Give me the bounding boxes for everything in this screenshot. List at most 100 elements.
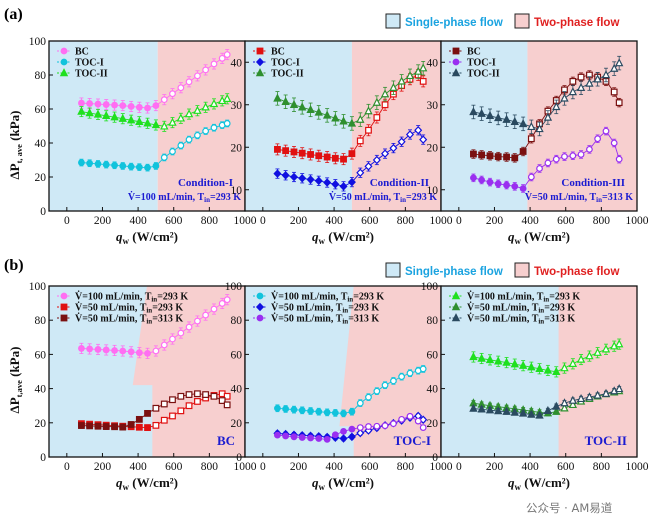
data-point <box>193 105 202 114</box>
flow-legend-a: Single-phase flow Two-phase flow <box>385 13 619 29</box>
data-point <box>593 347 602 356</box>
data-point <box>306 175 315 184</box>
data-point <box>339 182 348 191</box>
data-point <box>364 106 373 115</box>
x-tick-label: 600 <box>361 461 379 473</box>
data-point <box>485 405 495 414</box>
data-point <box>511 154 519 162</box>
plot-frame <box>440 40 638 212</box>
y-axis-sub-b: t,ave <box>14 380 24 397</box>
data-point <box>331 409 339 417</box>
series-toc-i <box>470 126 623 193</box>
legend-entry: V̇=50 mL/min, Tin=293 K <box>271 301 379 315</box>
legend-entry: V̇=50 mL/min, Tin=313 K <box>467 312 575 326</box>
data-point <box>601 344 611 353</box>
x-axis-unit: (W/cm²) <box>129 475 178 490</box>
y-tick-label: 40 <box>231 384 243 396</box>
legend-marker <box>60 58 68 66</box>
x-tick-label: 400 <box>129 215 147 227</box>
x-axis-sub: w <box>318 236 325 246</box>
data-point <box>519 148 527 155</box>
data-point <box>373 114 381 121</box>
data-point <box>126 115 136 124</box>
x-axis-unit: (W/cm²) <box>521 475 570 490</box>
data-point <box>331 154 339 162</box>
watermark: 公众号 · AM易道 <box>526 501 613 515</box>
data-point <box>494 113 503 122</box>
data-point <box>223 296 231 304</box>
y-tick-label: 60 <box>231 349 243 361</box>
legend-marker <box>256 292 264 300</box>
data-point <box>210 305 218 313</box>
y-axis-sub: t, ave <box>14 144 24 164</box>
legend-marker <box>60 303 68 311</box>
data-point <box>223 120 231 127</box>
data-point <box>593 390 602 399</box>
data-point <box>290 148 298 156</box>
x-tick-label: 1000 <box>430 461 453 473</box>
data-point <box>469 352 478 361</box>
data-point <box>477 353 486 362</box>
data-point <box>202 66 210 74</box>
data-point <box>135 103 143 111</box>
data-point <box>306 104 315 114</box>
data-point <box>502 114 511 123</box>
data-point <box>94 422 102 430</box>
data-point <box>419 365 427 373</box>
x-tick-label: 600 <box>557 215 575 227</box>
data-point <box>194 131 201 139</box>
data-point <box>494 180 502 188</box>
x-tick-label: 0 <box>64 461 70 473</box>
data-point <box>486 152 494 160</box>
legend-entry: TOC-I <box>271 58 300 69</box>
condition-title: Condition-II <box>370 177 429 189</box>
data-point <box>169 412 176 420</box>
x-axis-unit: (W/cm²) <box>129 229 178 244</box>
x-tick-label: 800 <box>397 461 415 473</box>
x-axis-sub: w <box>514 236 521 246</box>
data-point <box>405 70 415 80</box>
data-point <box>576 354 586 363</box>
legend-entry: V̇=100 mL/min, Tin=293 K <box>75 290 188 304</box>
data-point <box>119 423 127 431</box>
data-point <box>503 153 510 161</box>
data-point <box>552 101 561 111</box>
data-point <box>518 360 528 369</box>
x-tick-label: 200 <box>94 461 112 473</box>
x-axis-unit: (W/cm²) <box>325 475 374 490</box>
data-point <box>405 130 415 139</box>
two-phase-label: Two-phase flow <box>534 17 619 29</box>
y-tick-label: 40 <box>231 57 243 69</box>
data-point <box>494 406 503 415</box>
y-axis-unit-b: (kPa) <box>7 347 22 381</box>
single-phase-label: Single-phase flow <box>405 17 503 29</box>
x-axis-q: q <box>312 475 319 490</box>
data-point <box>585 351 594 360</box>
series-toc-ii <box>273 61 428 131</box>
data-point <box>535 124 544 133</box>
data-point <box>119 162 127 170</box>
data-point <box>177 329 185 337</box>
data-point <box>469 403 478 412</box>
data-point <box>209 98 219 108</box>
y-tick-label: 60 <box>35 104 47 116</box>
two-phase-swatch-b <box>514 262 530 278</box>
data-point <box>348 408 356 416</box>
data-point <box>102 101 110 108</box>
data-point <box>85 108 94 117</box>
data-point <box>202 311 210 319</box>
data-point <box>339 116 348 125</box>
two-phase-label-b: Two-phase flow <box>534 266 619 278</box>
data-point <box>527 362 536 371</box>
y-tick-label: 40 <box>427 384 439 396</box>
x-tick-label: 0 <box>260 461 266 473</box>
data-point <box>218 397 226 404</box>
x-axis-label: qw (W/cm²) <box>116 475 178 492</box>
x-axis-unit: (W/cm²) <box>325 229 374 244</box>
data-point <box>315 408 323 416</box>
data-point <box>127 163 135 171</box>
x-axis-label: qw (W/cm²) <box>312 475 374 492</box>
data-point <box>315 435 323 442</box>
data-point <box>577 151 585 158</box>
